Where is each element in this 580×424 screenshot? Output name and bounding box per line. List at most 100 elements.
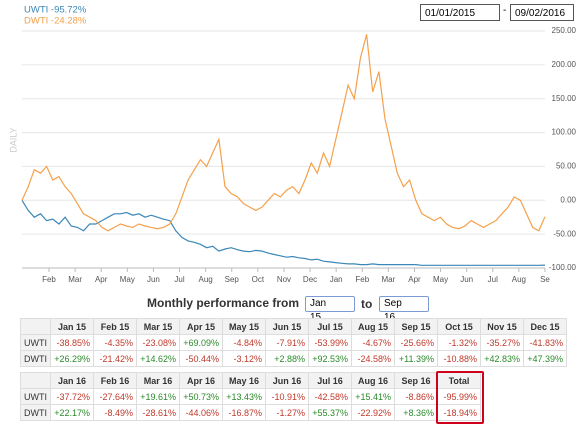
to-label: to xyxy=(361,297,373,311)
y-tick-label: -50.00 xyxy=(553,229,576,238)
column-header: Jul 16 xyxy=(308,372,352,389)
x-tick-label: Jun xyxy=(147,275,160,284)
x-tick-label: Nov xyxy=(277,275,291,284)
date-to[interactable]: 09/02/2016 xyxy=(510,4,574,21)
perf-value: -38.85% xyxy=(50,334,94,351)
perf-value: +11.39% xyxy=(394,350,438,367)
perf-value: +19.61% xyxy=(136,388,180,405)
perf-value: -18.94% xyxy=(437,404,481,421)
perf-value: -53.99% xyxy=(308,334,352,351)
row-name: DWTI xyxy=(20,404,51,421)
corner-cell xyxy=(20,372,51,389)
perf-value: -42.58% xyxy=(308,388,352,405)
y-tick-label: 250.00 xyxy=(552,26,577,35)
x-tick-label: Aug xyxy=(199,275,213,284)
row-name: DWTI xyxy=(20,350,51,367)
perf-value: +47.39% xyxy=(523,350,567,367)
y-tick-label: 200.00 xyxy=(552,60,577,69)
column-header: Feb 15 xyxy=(93,318,137,335)
perf-value: -3.12% xyxy=(222,350,266,367)
x-tick-label: Mar xyxy=(381,275,395,284)
column-header: Feb 16 xyxy=(93,372,137,389)
perf-value: +92.53% xyxy=(308,350,352,367)
column-header: Total xyxy=(437,372,481,389)
perf-value: -35.27% xyxy=(480,334,524,351)
column-header: Sep 16 xyxy=(394,372,438,389)
perf-value: +22.17% xyxy=(50,404,94,421)
y-tick-label: 50.00 xyxy=(556,162,577,171)
row-name: UWTI xyxy=(20,334,51,351)
perf-value: -27.64% xyxy=(93,388,137,405)
perf-value: -4.67% xyxy=(351,334,395,351)
perf-value: -8.86% xyxy=(394,388,438,405)
x-tick-label: Apr xyxy=(95,275,108,284)
column-header: May 15 xyxy=(222,318,266,335)
y-tick-label: 0.00 xyxy=(560,195,576,204)
perf-value: -25.66% xyxy=(394,334,438,351)
perf-value: +15.41% xyxy=(351,388,395,405)
perf-value: -37.72% xyxy=(50,388,94,405)
chart: 250.00 200.00 150.00 100.00 50.00 0.00 -50.00 -… xyxy=(8,5,577,285)
y-tick-label: 150.00 xyxy=(552,94,577,103)
perf-value: -28.61% xyxy=(136,404,180,421)
y-tick-label: 100.00 xyxy=(552,128,577,137)
column-header: Apr 15 xyxy=(179,318,223,335)
perf-value: -23.08% xyxy=(136,334,180,351)
perf-value: -44.06% xyxy=(179,404,223,421)
perf-value: +42.83% xyxy=(480,350,524,367)
legend-label: UWTI -95.72% xyxy=(24,5,87,16)
perf-value: -10.91% xyxy=(265,388,309,405)
row-name: UWTI xyxy=(20,388,51,405)
from-select[interactable]: Jan 15 xyxy=(305,296,355,323)
x-tick-label: Se xyxy=(540,275,550,284)
column-header: May 16 xyxy=(222,372,266,389)
x-tick-label: Apr xyxy=(408,275,421,284)
perf-value: -1.32% xyxy=(437,334,481,351)
perf-value: +26.29% xyxy=(50,350,94,367)
corner-cell xyxy=(20,318,51,335)
date-from[interactable]: 01/01/2015 xyxy=(420,4,500,21)
perf-value: -16.87% xyxy=(222,404,266,421)
column-header: Sep 15 xyxy=(394,318,438,335)
column-header: Jul 15 xyxy=(308,318,352,335)
perf-value: -1.27% xyxy=(265,404,309,421)
x-tick-label: Feb xyxy=(355,275,369,284)
perf-value: -50.44% xyxy=(179,350,223,367)
x-tick-label: Oct xyxy=(252,275,265,284)
x-tick-label: Jan xyxy=(330,275,343,284)
x-tick-label: Dec xyxy=(303,275,317,284)
column-header: Mar 15 xyxy=(136,318,180,335)
column-header: Jun 15 xyxy=(265,318,309,335)
x-tick-label: Jul xyxy=(488,275,498,284)
y-tick-label: -100.00 xyxy=(549,263,577,272)
perf-value: +69.09% xyxy=(179,334,223,351)
perf-value: -21.42% xyxy=(93,350,137,367)
x-tick-label: Sep xyxy=(225,275,240,284)
perf-value: -10.88% xyxy=(437,350,481,367)
perf-value: -41.83% xyxy=(523,334,567,351)
series-line xyxy=(21,34,546,232)
column-header: Apr 16 xyxy=(179,372,223,389)
x-tick-label: Jul xyxy=(174,275,184,284)
column-header: Jan 15 xyxy=(50,318,94,335)
to-select[interactable]: Sep 16 xyxy=(379,296,429,323)
x-tick-label: Aug xyxy=(512,275,526,284)
x-tick-label: May xyxy=(120,275,135,284)
perf-value: -4.35% xyxy=(93,334,137,351)
perf-value: +13.43% xyxy=(222,388,266,405)
perf-value: +14.62% xyxy=(136,350,180,367)
perf-table: Jan 16 Feb 16 Mar 16 Apr 16 May 16 Jun 16 Jul … xyxy=(20,372,481,421)
column-header: Oct 15 xyxy=(437,318,481,335)
perf-value: -8.49% xyxy=(93,404,137,421)
x-tick-label: Jun xyxy=(460,275,473,284)
column-header: Dec 15 xyxy=(523,318,567,335)
total-highlight xyxy=(435,370,484,424)
x-tick-label: May xyxy=(433,275,448,284)
column-header: Jan 16 xyxy=(50,372,94,389)
column-header: Nov 15 xyxy=(480,318,524,335)
perf-value: +55.37% xyxy=(308,404,352,421)
perf-title: Monthly performance from xyxy=(147,296,300,310)
column-header: Aug 16 xyxy=(351,372,395,389)
perf-value: -22.92% xyxy=(351,404,395,421)
